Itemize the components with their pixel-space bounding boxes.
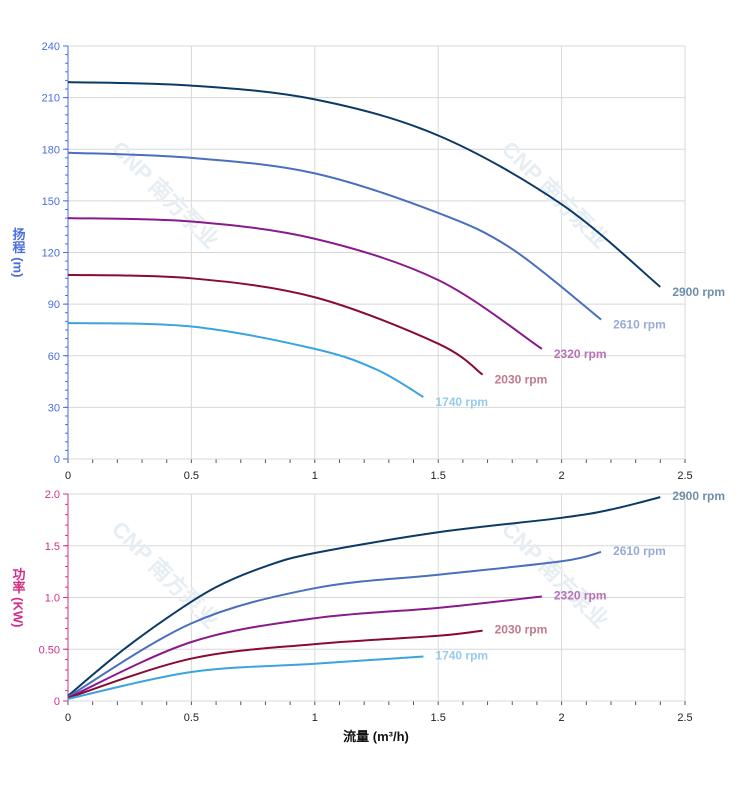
- y-tick-label: 90: [48, 299, 60, 311]
- y-tick-label: 180: [42, 144, 60, 156]
- series-label: 2900 rpm: [672, 489, 725, 503]
- watermark: CNP 南方泵业: [497, 516, 614, 633]
- x-tick-label: 0.5: [184, 712, 199, 724]
- series-label: 2610 rpm: [613, 544, 666, 558]
- series-line-2030-rpm: [67, 273, 484, 376]
- series-line-2610-rpm: [67, 151, 602, 321]
- series-line-2320-rpm: [67, 217, 543, 350]
- watermark: CNP 南方泵业: [107, 516, 224, 633]
- y-tick-label: 0.50: [39, 644, 60, 656]
- series-label: 1740 rpm: [435, 395, 488, 409]
- series-label: 1740 rpm: [435, 648, 488, 662]
- series-line-2610-rpm: [67, 550, 602, 698]
- x-tick-label: 2: [559, 470, 565, 482]
- x-tick-label: 1.5: [431, 470, 446, 482]
- watermark: CNP 南方泵业: [497, 136, 614, 253]
- x-tick-label: 1: [312, 712, 318, 724]
- y-tick-label: 0: [54, 454, 60, 466]
- series-line-2900-rpm: [67, 496, 661, 697]
- x-tick-label: 0.5: [184, 470, 199, 482]
- y-tick-label: 1.0: [45, 593, 60, 605]
- series-line-2900-rpm: [67, 81, 661, 288]
- y-tick-label: 150: [42, 196, 60, 208]
- x-tick-label: 1: [312, 470, 318, 482]
- series-label: 2030 rpm: [495, 623, 548, 637]
- series-label: 2320 rpm: [554, 347, 607, 361]
- series-line-1740-rpm: [67, 655, 424, 700]
- series-label: 2900 rpm: [672, 285, 725, 299]
- y-tick-label: 240: [42, 41, 60, 53]
- series-label: 2320 rpm: [554, 588, 607, 602]
- series-line-2030-rpm: [67, 629, 483, 699]
- y-tick-label: 2.0: [45, 489, 60, 501]
- x-tick-label: 0: [65, 470, 71, 482]
- head-chart: 0 0.5 1 1.5 2 2.5 0 30 60 90 120 150 180 210 240 扬程 (m)…: [11, 41, 726, 482]
- x-axis-title: 流量 (m³/h): [343, 729, 409, 744]
- y-tick-label: 1.5: [45, 541, 60, 553]
- series-line-2320-rpm: [67, 595, 542, 699]
- y-axis-title: 扬程 (m): [11, 227, 26, 277]
- x-tick-label: 2.5: [677, 470, 692, 482]
- y-tick-label: 120: [42, 248, 60, 260]
- y-tick-label: 0: [54, 696, 60, 708]
- series-line-1740-rpm: [67, 322, 424, 398]
- power-chart: 0 0.5 1 1.5 2 2.5 0 0.50 1.0 1.5 2.0 功率 (KW) 流量 (m³/…: [11, 489, 726, 744]
- y-tick-label: 210: [42, 93, 60, 105]
- y-tick-label: 60: [48, 351, 60, 363]
- x-tick-label: 2.5: [677, 712, 692, 724]
- x-tick-label: 2: [559, 712, 565, 724]
- series-label: 2030 rpm: [495, 373, 548, 387]
- y-axis-title: 功率 (KW): [11, 568, 26, 628]
- x-tick-label: 0: [65, 712, 71, 724]
- x-tick-label: 1.5: [431, 712, 446, 724]
- series-label: 2610 rpm: [613, 318, 666, 332]
- y-tick-label: 30: [48, 402, 60, 414]
